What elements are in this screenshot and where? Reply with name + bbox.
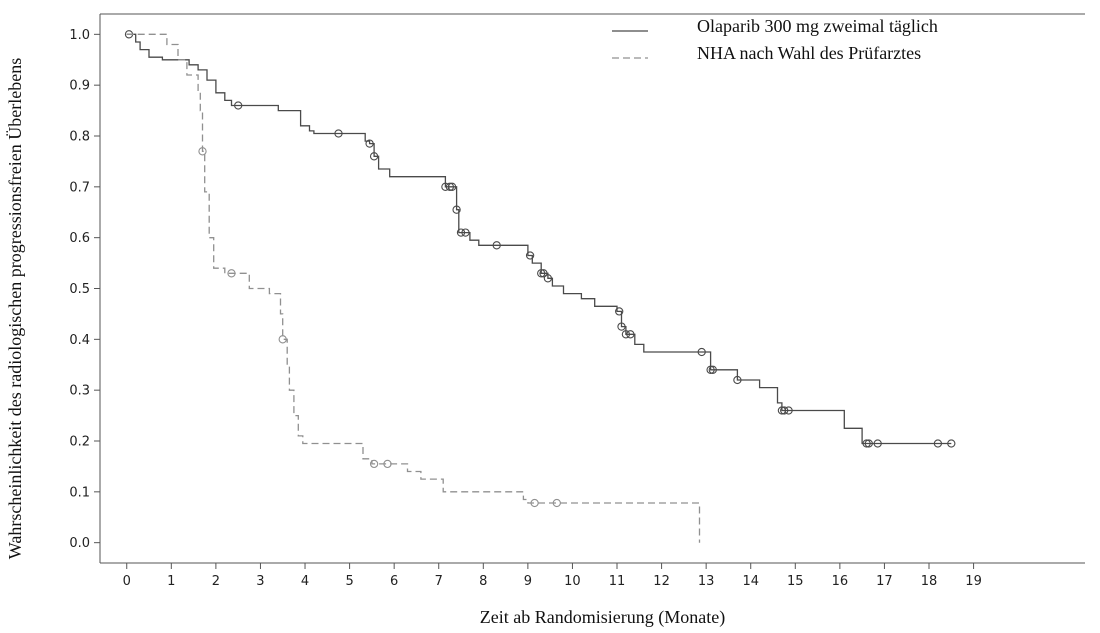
censor-mark	[525, 251, 535, 260]
x-ticks: 0 1 2 3 4 5 6 7 8 9 10 11 12 13 14 15 16 17 18 19	[123, 563, 982, 589]
y-tick-label: 0.4	[69, 333, 90, 348]
censor-mark	[947, 439, 956, 448]
x-tick-label: 3	[256, 574, 264, 589]
y-tick-label: 0.7	[69, 180, 90, 195]
censor-mark	[369, 459, 379, 469]
censor-mark	[537, 269, 546, 278]
x-tick-label: 4	[301, 574, 309, 589]
x-tick-label: 15	[787, 574, 804, 589]
y-tick-label: 0.6	[69, 231, 90, 246]
censor-mark	[456, 228, 466, 237]
x-axis-title: Zeit ab Randomisierung (Monate)	[480, 607, 725, 628]
censor-mark	[615, 307, 624, 316]
series-line-0	[126, 33, 952, 445]
censor-mark	[706, 365, 715, 374]
censor-mark	[552, 498, 561, 508]
censor-mark	[227, 269, 236, 278]
y-tick-label: 0.3	[69, 384, 90, 399]
y-axis-title: Wahrscheinlichkeit des radiologischen pr…	[5, 58, 25, 559]
y-ticks: 0.0 0.1 0.2 0.3 0.4 0.5 0.6 0.7 0.8 0.9 1.0	[69, 28, 100, 551]
censor-mark	[621, 330, 631, 339]
x-tick-label: 18	[921, 574, 938, 589]
y-tick-label: 0.1	[69, 485, 90, 500]
censor-mark	[198, 147, 207, 156]
censor-mark	[445, 182, 455, 191]
censor-mark	[862, 439, 871, 448]
censor-mark	[278, 335, 287, 344]
y-tick-label: 0.8	[69, 130, 90, 145]
censor-mark	[539, 269, 548, 278]
censor-mark	[617, 322, 626, 331]
censor-mark	[626, 330, 635, 339]
censor-mark	[733, 375, 742, 385]
x-tick-label: 17	[876, 574, 893, 589]
censor-mark	[461, 228, 470, 237]
y-tick-label: 0.2	[69, 435, 90, 450]
x-tick-label: 16	[832, 574, 849, 589]
x-tick-label: 6	[390, 574, 398, 589]
x-tick-label: 14	[742, 574, 759, 589]
axes	[99, 13, 1085, 564]
x-tick-label: 8	[479, 574, 487, 589]
censor-mark	[383, 459, 392, 469]
censor-mark	[334, 129, 343, 138]
legend-label-nha: NHA nach Wahl des Prüfarztes	[697, 43, 921, 63]
legend: Olaparib 300 mg zweimal täglich NHA nach…	[612, 16, 938, 63]
censor-mark	[234, 101, 243, 110]
x-tick-label: 19	[965, 574, 982, 589]
legend-label-olaparib: Olaparib 300 mg zweimal täglich	[697, 16, 938, 36]
x-tick-label: 11	[609, 574, 626, 589]
censor-mark	[369, 152, 379, 161]
x-tick-label: 5	[345, 574, 353, 589]
y-tick-label: 0.9	[69, 79, 90, 94]
censor-mark	[784, 406, 793, 415]
series-line-1	[126, 33, 701, 543]
censor-mark	[708, 365, 717, 374]
x-tick-label: 10	[564, 574, 581, 589]
x-tick-label: 7	[435, 574, 443, 589]
y-tick-label: 0.0	[69, 536, 90, 551]
censor-mark	[452, 205, 461, 214]
censor-mark	[530, 498, 539, 508]
censor-mark	[780, 406, 789, 415]
censor-mark	[933, 439, 943, 448]
censor-mark	[543, 274, 553, 283]
censor-mark	[492, 241, 501, 250]
censor-mark	[365, 139, 374, 148]
censor-mark	[864, 439, 873, 448]
x-tick-label: 2	[212, 574, 220, 589]
x-tick-label: 12	[653, 574, 670, 589]
x-tick-label: 9	[524, 574, 532, 589]
censor-mark	[447, 182, 457, 191]
x-tick-label: 1	[167, 574, 175, 589]
censor-mark	[697, 347, 706, 357]
y-tick-label: 0.5	[69, 282, 90, 297]
x-tick-label: 13	[698, 574, 715, 589]
y-tick-label: 1.0	[69, 28, 90, 43]
x-tick-label: 0	[123, 574, 131, 589]
censor-mark	[873, 439, 882, 448]
series-layer	[124, 30, 956, 543]
